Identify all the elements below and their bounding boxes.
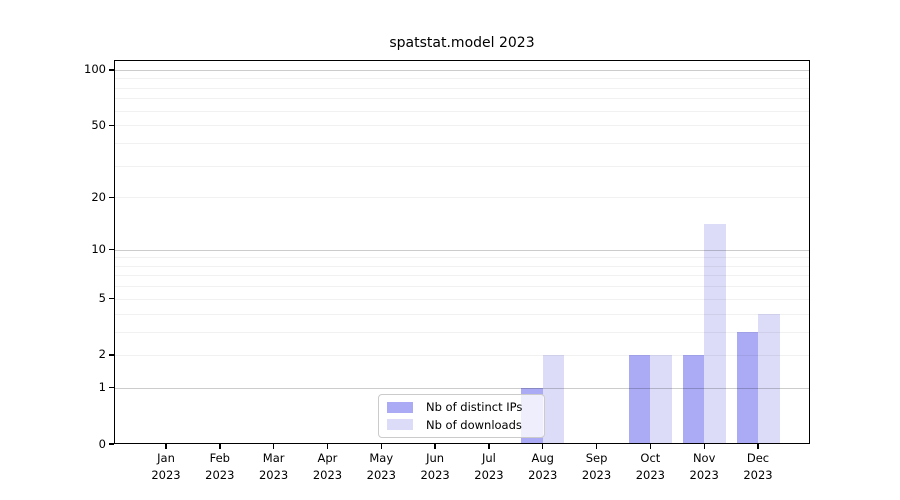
x-tick-label-jun: Jun 2023 bbox=[420, 451, 450, 482]
x-tick-mark bbox=[380, 444, 382, 449]
x-tick-label-jul: Jul 2023 bbox=[474, 451, 504, 482]
x-tick-mark bbox=[434, 444, 436, 449]
x-tick-mark bbox=[649, 444, 652, 449]
gridline-major bbox=[114, 249, 810, 251]
gridline-minor bbox=[114, 354, 810, 356]
bar-dec-downloads bbox=[758, 313, 780, 444]
y-tick-label: 5 bbox=[98, 291, 106, 306]
y-tick-label: 1 bbox=[98, 380, 106, 395]
x-tick-label-nov: Nov 2023 bbox=[689, 451, 719, 482]
x-tick-mark bbox=[273, 444, 275, 449]
legend-item-downloads: Nb of downloads bbox=[387, 418, 538, 432]
x-tick-label-jan: Jan 2023 bbox=[151, 451, 181, 482]
bar-nov-downloads bbox=[704, 224, 726, 444]
gridline-minor bbox=[114, 98, 810, 100]
y-tick-mark bbox=[109, 443, 114, 445]
gridline-minor bbox=[114, 125, 810, 127]
gridline-minor bbox=[114, 313, 810, 315]
gridline-major bbox=[114, 69, 810, 71]
gridline-minor bbox=[114, 110, 810, 112]
plot-area bbox=[114, 60, 810, 444]
legend-label-distinct-ips: Nb of distinct IPs bbox=[426, 400, 523, 415]
gridline-minor bbox=[114, 265, 810, 267]
chart-title: spatstat.model 2023 bbox=[389, 35, 535, 51]
bar-dec-ips bbox=[736, 331, 758, 444]
y-tick-mark bbox=[109, 69, 114, 71]
y-tick-label: 20 bbox=[91, 189, 106, 204]
y-tick-label: 50 bbox=[91, 117, 106, 132]
x-tick-label-feb: Feb 2023 bbox=[205, 451, 235, 482]
legend-label-downloads: Nb of downloads bbox=[426, 417, 522, 432]
x-tick-label-sep: Sep 2023 bbox=[581, 451, 612, 482]
x-tick-label-mar: Mar 2023 bbox=[258, 451, 289, 482]
y-tick-mark bbox=[109, 248, 114, 251]
gridline-minor bbox=[114, 78, 810, 80]
y-tick-mark bbox=[109, 298, 114, 300]
y-tick-mark bbox=[109, 124, 114, 126]
legend: Nb of distinct IPs Nb of downloads bbox=[378, 394, 545, 438]
gridline-minor bbox=[114, 197, 810, 199]
x-tick-mark bbox=[542, 444, 544, 449]
gridline-minor bbox=[114, 165, 810, 167]
gridline-minor bbox=[114, 275, 810, 277]
y-tick-label: 100 bbox=[84, 62, 106, 77]
x-tick-label-dec: Dec 2023 bbox=[743, 451, 773, 482]
x-tick-mark bbox=[326, 444, 329, 449]
y-tick-label: 10 bbox=[91, 242, 106, 257]
bar-nov-ips bbox=[682, 354, 705, 444]
bar-aug-downloads bbox=[542, 354, 565, 444]
bar-oct-ips bbox=[628, 354, 651, 444]
y-tick-mark bbox=[109, 354, 114, 356]
x-tick-label-apr: Apr 2023 bbox=[312, 451, 343, 482]
x-tick-label-oct: Oct 2023 bbox=[635, 451, 665, 482]
gridline-minor bbox=[114, 286, 810, 288]
gridline-minor bbox=[114, 257, 810, 259]
y-tick-label: 0 bbox=[98, 436, 106, 451]
y-tick-mark bbox=[109, 387, 114, 389]
legend-item-distinct-ips: Nb of distinct IPs bbox=[387, 400, 538, 414]
x-tick-mark bbox=[488, 444, 490, 449]
x-tick-mark bbox=[703, 444, 705, 449]
x-tick-mark bbox=[165, 444, 167, 449]
x-tick-mark bbox=[595, 444, 598, 449]
legend-swatch-distinct-ips bbox=[387, 401, 413, 413]
gridline-minor bbox=[114, 142, 810, 144]
y-tick-label: 2 bbox=[98, 347, 106, 362]
x-tick-label-aug: Aug 2023 bbox=[528, 451, 558, 482]
x-tick-label-may: May 2023 bbox=[366, 451, 396, 482]
x-tick-mark bbox=[757, 444, 759, 449]
gridline-minor bbox=[114, 87, 810, 89]
gridline-minor bbox=[114, 331, 810, 333]
y-tick-mark bbox=[109, 196, 114, 198]
gridline-major bbox=[114, 387, 810, 389]
bar-oct-downloads bbox=[650, 354, 672, 444]
gridline-minor bbox=[114, 298, 810, 300]
legend-swatch-downloads bbox=[387, 419, 413, 431]
x-tick-mark bbox=[219, 444, 221, 449]
